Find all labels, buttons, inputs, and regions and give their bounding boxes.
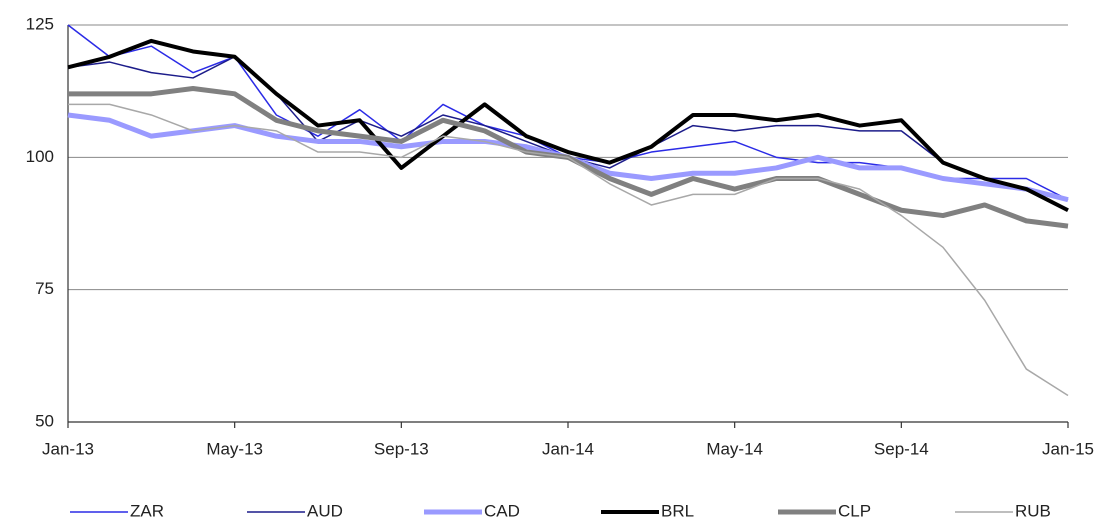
series-line — [67, 38, 1069, 213]
legend-label: AUD — [307, 501, 343, 520]
y-tick-label: 125 — [26, 14, 54, 33]
legend-label: RUB — [1015, 501, 1051, 520]
legend-label: ZAR — [130, 501, 164, 520]
legend-label: BRL — [661, 501, 694, 520]
x-tick-label: Sep-14 — [874, 439, 929, 458]
y-tick-label: 50 — [35, 411, 54, 430]
x-tick-label: May-14 — [706, 439, 763, 458]
series-line — [68, 103, 1069, 397]
x-tick-label: Jan-15 — [1042, 439, 1094, 458]
x-tick-label: Jan-14 — [542, 439, 594, 458]
legend-label: CLP — [838, 501, 871, 520]
y-tick-label: 75 — [35, 279, 54, 298]
x-tick-label: May-13 — [206, 439, 263, 458]
x-tick-label: Sep-13 — [374, 439, 429, 458]
y-tick-label: 100 — [26, 147, 54, 166]
x-tick-label: Jan-13 — [42, 439, 94, 458]
legend-label: CAD — [484, 501, 520, 520]
